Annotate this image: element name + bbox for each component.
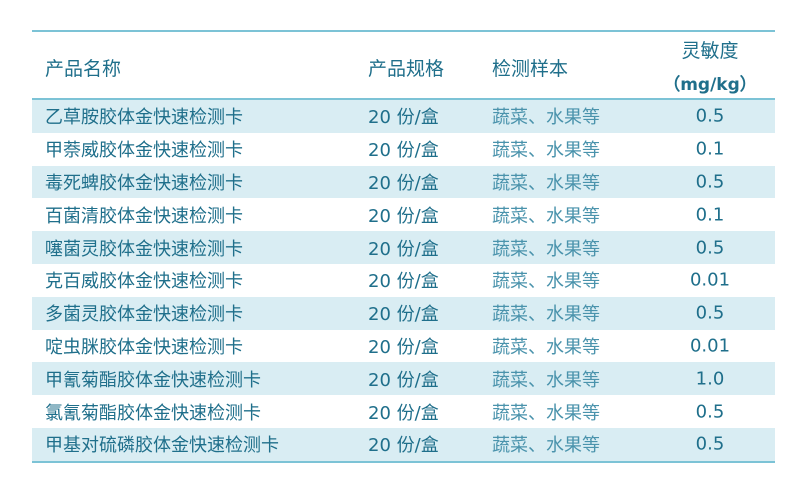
cell-name: 甲萘威胶体金快速检测卡 <box>45 140 243 162</box>
cell-sample: 蔬菜、水果等 <box>492 238 600 260</box>
cell-sample: 蔬菜、水果等 <box>492 140 600 162</box>
product-table: 产品名称 产品规格 检测样本 灵敏度 （mg/kg） 乙草胺胶体金快速检测卡 20… <box>32 30 775 463</box>
cell-name: 百菌清胶体金快速检测卡 <box>45 205 243 227</box>
cell-spec: 20 份/盒 <box>368 107 439 129</box>
cell-sample: 蔬菜、水果等 <box>492 205 600 227</box>
cell-name: 多菌灵胶体金快速检测卡 <box>45 304 243 326</box>
cell-name: 毒死蜱胶体金快速检测卡 <box>45 172 243 194</box>
table-header: 产品名称 产品规格 检测样本 灵敏度 （mg/kg） <box>32 32 775 100</box>
cell-spec: 20 份/盒 <box>368 271 439 293</box>
cell-name: 噻菌灵胶体金快速检测卡 <box>45 238 243 260</box>
cell-sensitivity: 0.01 <box>689 335 731 357</box>
cell-name: 甲氰菊酯胶体金快速检测卡 <box>45 369 261 391</box>
table-row: 多菌灵胶体金快速检测卡 20 份/盒 蔬菜、水果等 0.5 <box>32 296 775 330</box>
cell-sample: 蔬菜、水果等 <box>492 336 600 358</box>
cell-spec: 20 份/盒 <box>368 238 439 260</box>
cell-sample: 蔬菜、水果等 <box>492 435 600 457</box>
cell-sensitivity: 0.5 <box>695 401 725 423</box>
cell-name: 甲基对硫磷胶体金快速检测卡 <box>45 435 279 457</box>
cell-sensitivity: 0.5 <box>695 105 725 127</box>
cell-sensitivity: 0.5 <box>695 302 725 324</box>
table-row: 氯氰菊酯胶体金快速检测卡 20 份/盒 蔬菜、水果等 0.5 <box>32 395 775 428</box>
header-sensitivity-unit: （mg/kg） <box>663 75 757 95</box>
cell-sensitivity: 0.5 <box>695 171 725 193</box>
cell-spec: 20 份/盒 <box>368 435 439 457</box>
cell-sample: 蔬菜、水果等 <box>492 369 600 391</box>
cell-sensitivity: 0.5 <box>695 237 725 259</box>
cell-name: 克百威胶体金快速检测卡 <box>45 271 243 293</box>
table-row: 甲基对硫磷胶体金快速检测卡 20 份/盒 蔬菜、水果等 0.5 <box>32 427 775 461</box>
cell-spec: 20 份/盒 <box>368 205 439 227</box>
cell-spec: 20 份/盒 <box>368 402 439 424</box>
header-sensitivity: 灵敏度 <box>681 40 739 62</box>
header-sample: 检测样本 <box>492 58 569 80</box>
cell-sensitivity: 0.1 <box>695 204 725 226</box>
cell-spec: 20 份/盒 <box>368 304 439 326</box>
cell-sensitivity: 0.5 <box>695 433 725 455</box>
cell-sample: 蔬菜、水果等 <box>492 107 600 129</box>
cell-spec: 20 份/盒 <box>368 369 439 391</box>
cell-name: 啶虫脒胶体金快速检测卡 <box>45 336 243 358</box>
cell-name: 乙草胺胶体金快速检测卡 <box>45 107 243 129</box>
table-row: 甲萘威胶体金快速检测卡 20 份/盒 蔬菜、水果等 0.1 <box>32 133 775 166</box>
table-row: 啶虫脒胶体金快速检测卡 20 份/盒 蔬菜、水果等 0.01 <box>32 330 775 363</box>
header-name: 产品名称 <box>45 58 122 80</box>
cell-sensitivity: 1.0 <box>695 368 725 390</box>
table-row: 百菌清胶体金快速检测卡 20 份/盒 蔬菜、水果等 0.1 <box>32 198 775 231</box>
table-row: 毒死蜱胶体金快速检测卡 20 份/盒 蔬菜、水果等 0.5 <box>32 165 775 199</box>
cell-spec: 20 份/盒 <box>368 140 439 162</box>
cell-sample: 蔬菜、水果等 <box>492 271 600 293</box>
cell-sensitivity: 0.1 <box>695 138 725 160</box>
table-row: 克百威胶体金快速检测卡 20 份/盒 蔬菜、水果等 0.01 <box>32 264 775 297</box>
cell-sensitivity: 0.01 <box>689 269 731 291</box>
cell-spec: 20 份/盒 <box>368 336 439 358</box>
table-body: 乙草胺胶体金快速检测卡 20 份/盒 蔬菜、水果等 0.5 甲萘威胶体金快速检测卡 20 … <box>32 100 775 461</box>
cell-sample: 蔬菜、水果等 <box>492 172 600 194</box>
table-row: 乙草胺胶体金快速检测卡 20 份/盒 蔬菜、水果等 0.5 <box>32 100 775 133</box>
table-row: 噻菌灵胶体金快速检测卡 20 份/盒 蔬菜、水果等 0.5 <box>32 231 775 264</box>
cell-sample: 蔬菜、水果等 <box>492 304 600 326</box>
cell-name: 氯氰菊酯胶体金快速检测卡 <box>45 402 261 424</box>
table-row: 甲氰菊酯胶体金快速检测卡 20 份/盒 蔬菜、水果等 1.0 <box>32 362 775 396</box>
header-spec: 产品规格 <box>368 58 445 80</box>
cell-sample: 蔬菜、水果等 <box>492 402 600 424</box>
cell-spec: 20 份/盒 <box>368 172 439 194</box>
